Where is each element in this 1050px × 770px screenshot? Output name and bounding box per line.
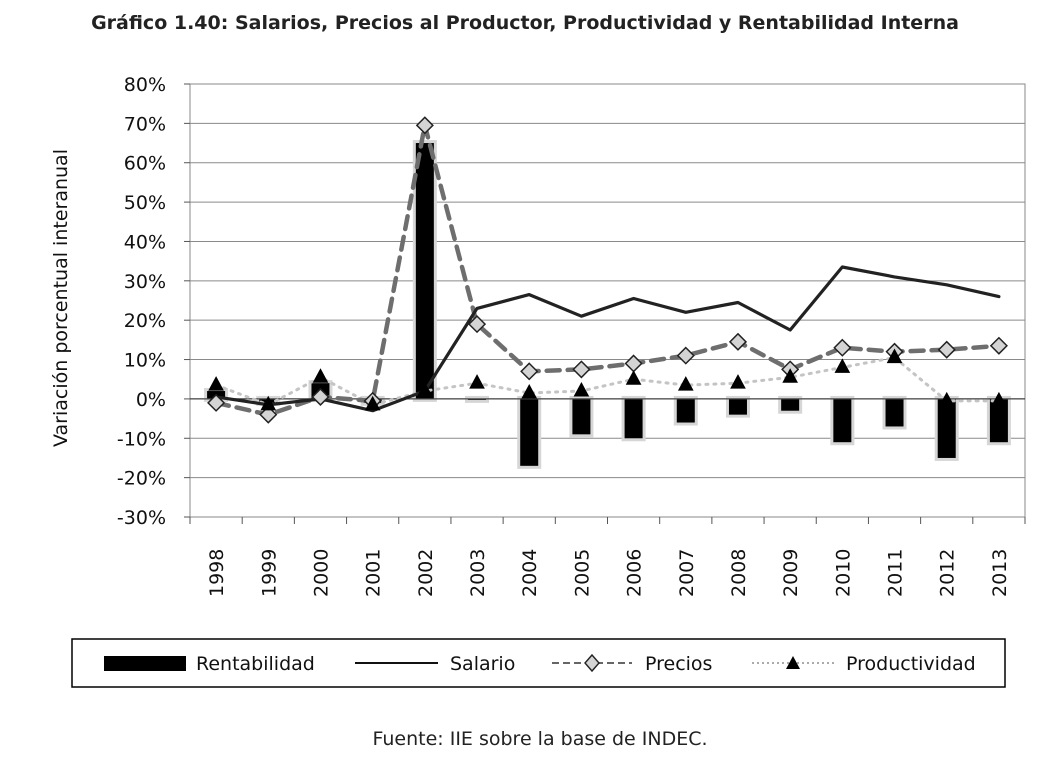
marker-precios <box>728 332 748 351</box>
chart-title: Gráfico 1.40: Salarios, Precios al Produ… <box>91 12 959 34</box>
legend-box <box>71 638 1006 688</box>
marker-productividad <box>208 376 224 391</box>
source-note: Fuente: IIE sobre la base de INDEC. <box>372 728 708 750</box>
rentabilidad-bars <box>204 140 1011 469</box>
marker-precios <box>311 387 330 407</box>
marker-precios <box>572 360 591 379</box>
legend-item-rentabilidad: Rentabilidad <box>104 653 315 675</box>
marker-productividad <box>573 381 590 397</box>
x-tick-label: 2012 <box>937 549 959 597</box>
y-tick-label: 40% <box>124 231 166 253</box>
bar-rentabilidad <box>937 398 956 458</box>
legend-label-rentabilidad: Rentabilidad <box>196 653 315 675</box>
marker-precios <box>415 116 434 135</box>
x-tick-label: 2005 <box>571 549 593 597</box>
x-tick-label: 2010 <box>832 549 854 597</box>
bar-rentabilidad <box>885 398 904 427</box>
y-tick-label: 80% <box>124 74 166 96</box>
legend-item-salario: Salario <box>355 653 515 675</box>
x-tick-label: 2007 <box>676 549 698 597</box>
marker-productividad <box>364 395 381 411</box>
x-tick-label: 2008 <box>728 549 750 597</box>
marker-productividad <box>312 368 329 383</box>
bar-rentabilidad <box>415 143 434 399</box>
marker-productividad <box>417 381 433 397</box>
marker-productividad <box>521 383 538 399</box>
marker-precios <box>207 393 226 412</box>
legend-label-productividad: Productividad <box>846 653 976 675</box>
bar-rentabilidad <box>676 398 695 423</box>
marker-productividad <box>730 374 746 389</box>
legend-triangle-marker <box>786 656 800 669</box>
legend-item-precios: Precios <box>552 653 712 675</box>
marker-productividad <box>938 391 955 407</box>
x-tick-label: 2006 <box>624 549 646 597</box>
marker-precios <box>520 362 539 381</box>
y-tick-label: -10% <box>117 428 166 450</box>
series-markers <box>207 116 1008 424</box>
bar-rentabilidad <box>728 398 747 415</box>
x-tick-label: 2004 <box>519 549 541 597</box>
x-tick-label: 2013 <box>989 549 1011 597</box>
x-tick-label: 2003 <box>467 549 489 597</box>
y-tick-label: 50% <box>124 192 166 214</box>
bar-rentabilidad <box>833 398 852 443</box>
marker-precios <box>937 340 956 359</box>
marker-productividad <box>834 358 851 373</box>
y-tick-label: 20% <box>124 310 166 332</box>
y-axis-ticks: -30% -20% -10% 0% 10% 20% 30% 40% 50% 60% 70% 80% <box>117 74 190 529</box>
marker-productividad <box>625 370 642 385</box>
marker-precios <box>833 338 852 357</box>
legend-item-productividad: Productividad <box>752 653 976 675</box>
line-productividad <box>214 356 1001 407</box>
y-tick-label: 10% <box>124 350 166 372</box>
y-tick-label: 60% <box>124 153 166 175</box>
marker-precios <box>989 336 1008 355</box>
x-tick-label: 1999 <box>258 549 280 597</box>
marker-productividad <box>886 348 903 364</box>
legend-label-precios: Precios <box>645 653 712 675</box>
x-tick-label: 2001 <box>363 549 385 597</box>
x-tick-label: 2002 <box>415 549 437 597</box>
legend-swatch-bar <box>104 656 186 671</box>
bar-rentabilidad <box>989 398 1008 443</box>
marker-productividad <box>260 395 277 411</box>
marker-productividad <box>782 368 798 383</box>
x-tick-label: 2000 <box>310 549 332 597</box>
marker-precios <box>259 405 278 424</box>
marker-precios <box>467 315 487 334</box>
y-tick-label: 30% <box>124 271 166 293</box>
legend-label-salario: Salario <box>450 653 515 675</box>
marker-productividad <box>677 376 694 391</box>
y-tick-label: 70% <box>124 113 166 135</box>
bar-rentabilidad <box>781 398 800 411</box>
series-lines <box>213 123 1002 417</box>
y-tick-label: -30% <box>117 507 166 529</box>
marker-productividad <box>991 391 1007 407</box>
y-axis-label: Variación porcentual interanual <box>50 149 72 447</box>
x-axis-ticks: 1998 1999 2000 2001 2002 2003 2004 2005 2006 2007… <box>189 517 1026 597</box>
bar-rentabilidad <box>520 398 539 466</box>
y-tick-label: -20% <box>117 468 166 490</box>
x-tick-label: 2009 <box>780 549 802 597</box>
legend: Rentabilidad Salario Precios Productivid… <box>71 638 1006 688</box>
bar-rentabilidad <box>572 398 591 435</box>
line-precios <box>213 123 1002 417</box>
marker-productividad <box>469 374 485 389</box>
legend-diamond-marker <box>584 653 600 673</box>
marker-precios <box>676 346 695 365</box>
x-tick-label: 1998 <box>206 549 228 597</box>
plot-area <box>189 83 1026 518</box>
line-salario <box>214 265 1001 413</box>
y-tick-label: 0% <box>136 389 166 411</box>
x-tick-label: 2011 <box>885 549 907 597</box>
bar-rentabilidad <box>624 398 643 439</box>
